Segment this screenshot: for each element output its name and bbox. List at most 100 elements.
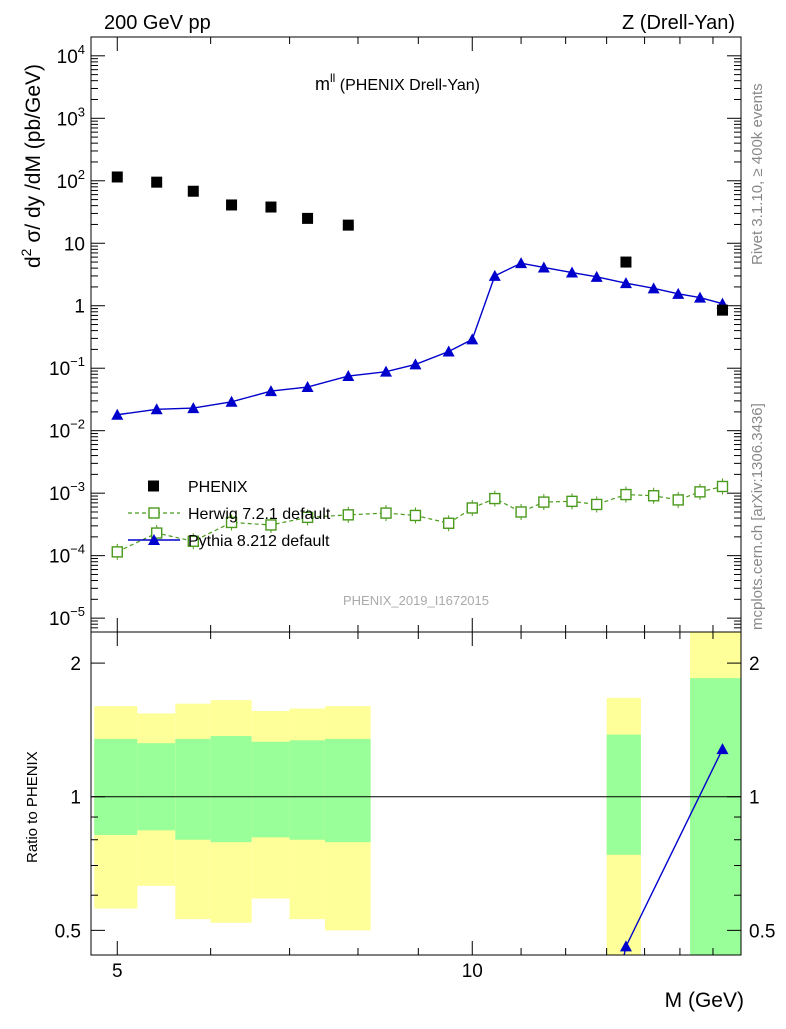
pythia-point [111,408,124,420]
phenix-point [226,199,238,211]
pythia-point [488,269,501,281]
pythia-point [301,381,314,393]
analysis-watermark: PHENIX_2019_I1672015 [343,593,489,608]
y-tick-label: 10 [64,234,85,255]
herwig-point [301,511,314,524]
pythia-point [380,365,393,377]
mcplots-label: mcplots.cern.ch [arXiv:1306.3436] [749,403,766,630]
y-tick-label: 102 [57,167,85,193]
legend-pythia-marker [148,534,160,545]
herwig-point [694,486,706,498]
x-axis-label: M (GeV) [665,989,744,1012]
tick-exp: 4 [78,42,85,57]
y-tick-label: 1 [74,297,85,318]
pythia-point [515,257,528,269]
herwig-point [380,507,392,519]
ratio-band-inner [606,734,641,855]
ratio-y-tick-label-left: 1 [70,788,81,809]
herwig-point [620,488,632,501]
ratio-pythia-point [619,940,632,952]
main-title: mll (PHENIX Drell-Yan) [315,71,480,94]
tick-exp: −3 [70,479,85,494]
herwig-point [111,546,123,558]
herwig-point [647,490,660,502]
ratio-pythia-point [716,743,729,755]
title-m: m [315,74,330,94]
herwig-point [150,527,163,539]
herwig-point [515,506,527,518]
y-tick-label: 10−2 [49,417,85,443]
ratio-band-inner [251,741,290,838]
phenix-point [342,219,354,231]
tick-base: 10 [57,47,78,68]
ratio-band-inner [324,738,371,843]
pythia-point [342,370,355,382]
herwig-point [489,492,501,505]
legend-herwig-marker [148,507,160,519]
phenix-point [265,201,277,213]
phenix-point [302,212,314,224]
phenix-point [151,176,163,188]
tick-base: 10 [49,609,70,630]
herwig-point [409,509,422,522]
ratio-band-inner [94,738,138,835]
ylabel-rest: σ/ dy /dM (pb/GeV) [22,64,45,249]
y-tick-label: 103 [57,104,85,130]
ylabel-d: d [22,256,45,268]
herwig-point [716,480,729,493]
pythia-point [619,277,632,289]
main-y-axis-label: d2 σ/ dy /dM (pb/GeV) [18,64,45,268]
pythia-point [264,385,277,397]
tick-exp: −4 [70,542,85,557]
pythia-point [537,261,550,273]
pythia-point [647,282,660,294]
ratio-y-tick-label-right: 1 [749,788,760,809]
y-tick-label: 10−5 [49,604,85,630]
tick-base: 10 [57,109,78,130]
ratio-band-inner [137,743,176,831]
ratio-y-tick-label-right: 0.5 [749,921,775,942]
ratio-y-axis-label: Ratio to PHENIX [24,751,41,863]
pythia-point [409,358,422,370]
ylabel-sup: 2 [18,248,34,256]
x-tick-label: 5 [112,961,123,982]
x-tick-label: 10 [462,961,483,982]
y-tick-label: 104 [57,42,85,68]
ratio-band-inner [289,740,325,840]
ratio-band-inner [175,738,211,840]
herwig-point [265,519,277,531]
tick-base: 10 [49,359,70,380]
pythia-point [590,270,603,282]
herwig-point [342,509,354,521]
herwig-point [590,498,603,511]
pythia-point [225,395,238,407]
ratio-y-tick-label-left: 0.5 [55,921,81,942]
herwig-point [538,496,550,508]
ratio-band-inner [690,678,741,955]
pythia-point [565,266,578,278]
tick-base: 10 [57,172,78,193]
herwig-point [225,516,238,529]
ratio-panel: 0.5 0.5 1 1 2 2 5 10 [55,631,775,982]
pythia-line [117,262,723,416]
tick-exp: −1 [70,354,85,369]
legend-phenix-marker [148,480,159,492]
herwig-point [672,494,684,506]
y-tick-label: 10−4 [49,542,85,568]
phenix-point [716,304,728,316]
tick-exp: 3 [78,104,85,119]
tick-exp: −2 [70,417,85,432]
herwig-point [566,495,578,508]
header-right: Z (Drell-Yan) [622,12,735,34]
ratio-y-tick-label-right: 2 [749,654,760,675]
header-left: 200 GeV pp [104,12,211,34]
title-rest: (PHENIX Drell-Yan) [335,77,480,94]
herwig-point [466,502,478,514]
pythia-point [187,402,200,414]
ratio-y-tick-label-left: 2 [70,654,81,675]
rivet-label: Rivet 3.1.10, ≥ 400k events [749,83,766,265]
ratio-band-inner [210,736,252,843]
title-sup: ll [330,71,335,85]
